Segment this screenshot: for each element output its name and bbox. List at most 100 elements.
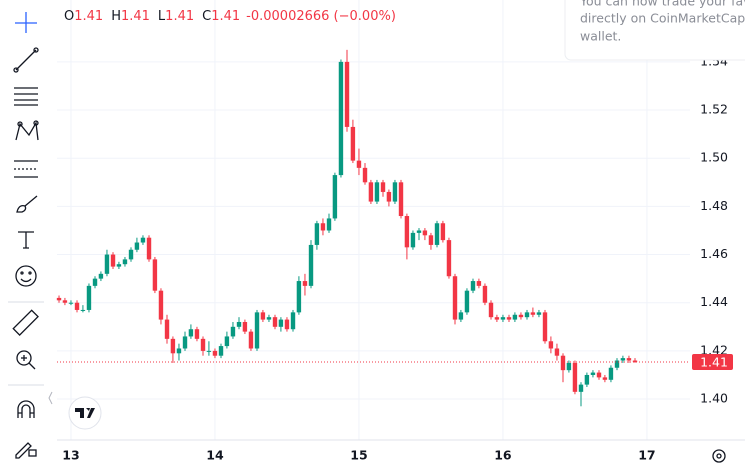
magnet-tool[interactable] bbox=[17, 400, 35, 418]
candle bbox=[326, 213, 332, 233]
candle-body bbox=[278, 319, 284, 327]
candle bbox=[626, 355, 632, 363]
y-tick-label: 1.40 bbox=[700, 391, 728, 406]
candle bbox=[254, 309, 260, 351]
candle bbox=[188, 324, 194, 339]
candle bbox=[236, 317, 242, 330]
candle bbox=[590, 370, 596, 378]
ohlc-value: 1.41 bbox=[121, 9, 150, 24]
tradingview-logo[interactable] bbox=[68, 396, 102, 430]
candle-body bbox=[368, 182, 374, 202]
candle-body bbox=[230, 326, 236, 337]
candle bbox=[104, 249, 110, 277]
candle-body bbox=[476, 281, 482, 286]
candle-body bbox=[440, 223, 446, 241]
candle bbox=[428, 232, 434, 250]
candle bbox=[128, 247, 134, 262]
candle bbox=[176, 343, 182, 361]
ohlc-label: H bbox=[111, 9, 121, 24]
candle-body bbox=[626, 358, 632, 361]
candle-body bbox=[338, 61, 344, 176]
candle bbox=[206, 341, 212, 356]
candle-body bbox=[560, 355, 566, 371]
candle bbox=[440, 220, 446, 243]
candle bbox=[560, 353, 566, 383]
candle bbox=[566, 360, 572, 373]
zoom-tool[interactable] bbox=[16, 350, 36, 370]
candle-body bbox=[104, 254, 110, 274]
text-tool[interactable] bbox=[18, 231, 34, 249]
ohlc-label: O bbox=[64, 9, 74, 24]
candle bbox=[434, 220, 440, 248]
candle-body bbox=[386, 191, 392, 202]
candle-body bbox=[512, 314, 518, 320]
candle bbox=[476, 278, 482, 289]
candle-body bbox=[350, 126, 356, 161]
candle bbox=[572, 360, 578, 395]
candle bbox=[158, 288, 164, 325]
x-tick-label: 15 bbox=[350, 448, 367, 463]
candle bbox=[200, 336, 206, 356]
candle bbox=[446, 237, 452, 279]
candle bbox=[62, 297, 68, 306]
candle bbox=[314, 220, 320, 250]
candle bbox=[182, 331, 188, 351]
candle bbox=[452, 273, 458, 325]
candle bbox=[416, 228, 422, 241]
fib-tool[interactable] bbox=[14, 87, 38, 106]
candle-body bbox=[110, 254, 116, 267]
candle-body bbox=[224, 336, 230, 347]
candle-body bbox=[86, 285, 92, 310]
toast[interactable]: You can now trade your favor directly on… bbox=[564, 0, 745, 61]
ohlc-value: 1.41 bbox=[74, 9, 103, 24]
candle-body bbox=[128, 249, 134, 260]
candle-body bbox=[218, 346, 224, 356]
settings-icon[interactable] bbox=[712, 449, 726, 463]
candle bbox=[80, 305, 86, 313]
candle-body bbox=[506, 317, 512, 320]
pattern-tool[interactable] bbox=[15, 120, 39, 141]
ruler-tool[interactable] bbox=[12, 309, 39, 336]
candle-body bbox=[524, 312, 530, 318]
crosshair-tool[interactable] bbox=[15, 12, 37, 33]
candle bbox=[134, 237, 140, 253]
candle-body bbox=[74, 302, 80, 310]
ohlc-value: 1.41 bbox=[211, 9, 240, 24]
candle-body bbox=[248, 331, 254, 349]
brush-tool[interactable] bbox=[16, 195, 38, 213]
emoji-tool[interactable] bbox=[15, 265, 37, 287]
candle-body bbox=[404, 216, 410, 248]
candle bbox=[608, 365, 614, 383]
candle-body bbox=[482, 285, 488, 303]
candle bbox=[266, 314, 272, 322]
trend-line-tool[interactable] bbox=[13, 47, 39, 73]
candle-body bbox=[470, 281, 476, 291]
candle bbox=[548, 336, 554, 354]
candle bbox=[92, 276, 98, 289]
candle-body bbox=[422, 230, 428, 236]
candle bbox=[350, 119, 356, 164]
candle bbox=[242, 319, 248, 335]
candle bbox=[122, 256, 128, 267]
candle bbox=[338, 59, 344, 178]
candle-body bbox=[542, 312, 548, 342]
candle-body bbox=[380, 182, 386, 192]
candle bbox=[230, 321, 236, 339]
candle bbox=[392, 179, 398, 204]
candle-body bbox=[206, 350, 212, 352]
x-tick-label: 17 bbox=[638, 448, 655, 463]
candle-body bbox=[452, 276, 458, 320]
toast-line: directly on CoinMarketCap us bbox=[580, 11, 745, 26]
candle bbox=[320, 218, 326, 236]
candle bbox=[308, 240, 314, 289]
collapse-toolbar[interactable] bbox=[48, 391, 53, 405]
candle bbox=[464, 288, 470, 315]
lock-draw-tool[interactable] bbox=[15, 442, 37, 459]
candle-body bbox=[266, 317, 272, 320]
forecast-tool[interactable] bbox=[14, 160, 38, 178]
candle bbox=[470, 278, 476, 294]
y-tick-label: 1.42 bbox=[700, 342, 728, 357]
candle bbox=[380, 179, 386, 197]
candle-body bbox=[410, 232, 416, 248]
